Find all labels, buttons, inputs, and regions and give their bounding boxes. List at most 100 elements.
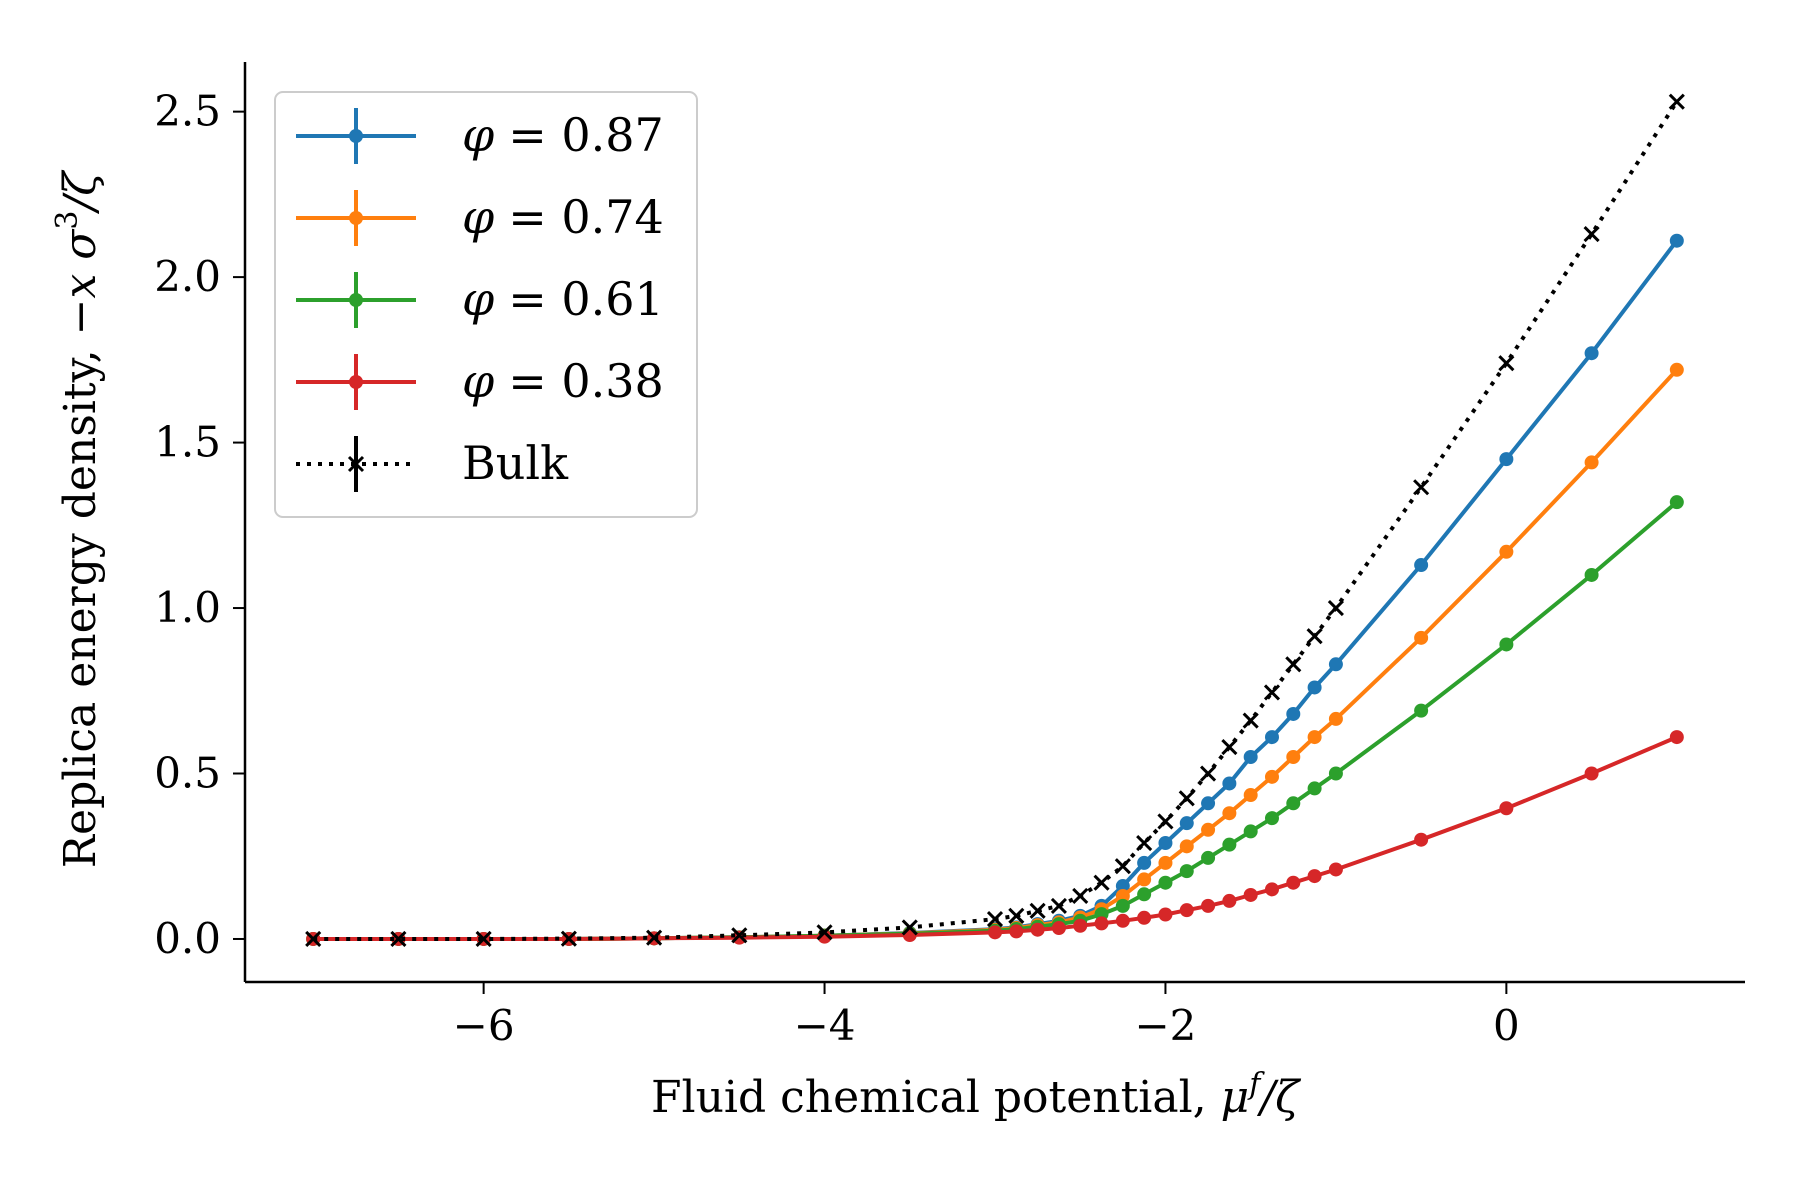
legend-label: φ = 0.74: [462, 190, 664, 244]
data-point-bulk: [1157, 813, 1174, 830]
data-point-phi-038: [1264, 882, 1279, 897]
data-point-phi-038: [1158, 907, 1173, 922]
legend-marker: [349, 211, 363, 225]
data-point-bulk: [1285, 656, 1302, 673]
data-point-phi-038: [1499, 801, 1514, 816]
data-point-phi-087: [1158, 836, 1173, 851]
legend-entry-phi-087: φ = 0.87: [296, 108, 664, 164]
data-point-phi-038: [1243, 887, 1258, 902]
y-tick-label: 2.0: [154, 252, 221, 301]
x-marker-stroke: [1242, 712, 1259, 729]
data-point-bulk: [390, 930, 407, 948]
legend-frame: [274, 91, 698, 518]
x-marker-stroke: [1157, 813, 1174, 830]
data-point-bulk: [305, 930, 322, 948]
data-point-phi-038: [732, 930, 747, 945]
data-point-phi-074: [1243, 788, 1258, 803]
data-point-bulk: [1029, 902, 1046, 919]
legend-marker: [349, 375, 363, 389]
data-point-phi-061: [1115, 898, 1130, 913]
data-point-phi-087: [1414, 558, 1429, 573]
data-point-phi-038: [1222, 893, 1237, 908]
axes-layer: −6 −4 −2 0 0.0 0.5 1.0 1.5 2.0 2.5: [154, 62, 1745, 1050]
data-point-bulk: [1306, 628, 1323, 645]
data-point-phi-061: [1499, 637, 1514, 652]
x-tick-label: −4: [794, 1001, 856, 1050]
legend-phi-value: = 0.61: [508, 272, 664, 326]
data-point-phi-087: [1307, 680, 1322, 695]
legend-entry-bulk: Bulk: [296, 436, 569, 492]
data-point-phi-038: [1307, 869, 1322, 884]
legend-marker: [349, 129, 363, 143]
data-point-bulk: [986, 911, 1004, 928]
series-bulk: [305, 93, 1685, 948]
data-point-phi-061: [1158, 875, 1173, 890]
data-point-phi-074: [1264, 769, 1279, 784]
data-point-phi-038: [1328, 862, 1343, 877]
x-marker-stroke: [475, 930, 492, 948]
data-point-phi-074: [1307, 730, 1322, 745]
data-point-bulk: [731, 927, 748, 944]
data-point-phi-061: [1137, 887, 1152, 902]
series-layer: [305, 93, 1685, 948]
data-point-phi-038: [1115, 913, 1130, 928]
x-marker-stroke: [1200, 765, 1217, 782]
x-marker-stroke: [1072, 887, 1089, 905]
data-point-phi-038: [1584, 766, 1599, 781]
x-marker-stroke: [1114, 858, 1131, 875]
x-marker-stroke: [390, 930, 407, 948]
x-marker-stroke: [1285, 656, 1302, 673]
svg-text:Fluid chemical potential, μf/ζ: Fluid chemical potential, μf/ζ: [651, 1067, 1302, 1123]
data-point-phi-087: [1328, 657, 1343, 672]
data-point-phi-074: [1669, 362, 1684, 377]
data-point-phi-038: [1137, 910, 1152, 925]
data-point-bulk: [1114, 858, 1131, 875]
data-point-phi-061: [1243, 824, 1258, 839]
data-point-phi-074: [1328, 711, 1343, 726]
data-point-phi-038: [1009, 924, 1024, 939]
x-marker-stroke: [646, 929, 663, 946]
data-point-phi-074: [1584, 455, 1599, 470]
x-marker-stroke: [1029, 902, 1046, 919]
x-marker-stroke: [560, 930, 577, 947]
data-point-phi-061: [1179, 864, 1194, 879]
data-point-phi-038: [1094, 916, 1109, 931]
data-point-phi-087: [1499, 452, 1514, 467]
data-point-phi-087: [1201, 796, 1216, 811]
data-point-bulk: [1583, 226, 1600, 243]
data-point-bulk: [816, 924, 833, 941]
x-marker-stroke: [1221, 738, 1238, 756]
data-point-phi-061: [1414, 703, 1429, 718]
legend-label: φ = 0.38: [462, 354, 664, 408]
data-point-bulk: [1178, 790, 1195, 807]
x-marker-stroke: [1306, 628, 1323, 645]
x-marker-stroke: [1263, 684, 1281, 701]
x-tick-label: −6: [453, 1001, 515, 1050]
data-point-bulk: [560, 930, 577, 947]
data-point-phi-061: [1328, 766, 1343, 781]
legend-phi-value: = 0.74: [508, 190, 664, 244]
data-point-phi-038: [1201, 898, 1216, 913]
y-tick-label: 0.0: [154, 914, 221, 963]
data-point-phi-087: [1264, 730, 1279, 745]
x-marker-stroke: [1178, 790, 1195, 807]
x-marker-stroke: [986, 911, 1004, 928]
legend-label-text: Bulk: [462, 436, 569, 490]
x-marker-stroke: [1136, 834, 1153, 852]
data-point-phi-061: [1669, 495, 1684, 510]
x-marker-stroke: [1668, 93, 1685, 110]
x-marker-stroke: [1050, 897, 1067, 914]
data-point-bulk: [1200, 765, 1217, 782]
data-point-phi-087: [1243, 749, 1258, 764]
data-point-phi-038: [1414, 832, 1429, 847]
y-tick-label: 1.5: [154, 418, 221, 467]
data-point-phi-061: [1307, 781, 1322, 796]
data-point-phi-074: [1137, 872, 1152, 887]
legend-entry-phi-074: φ = 0.74: [296, 190, 664, 246]
data-point-phi-061: [1264, 811, 1279, 826]
data-point-phi-061: [1201, 850, 1216, 865]
x-marker-stroke: [1093, 874, 1110, 891]
x-marker-stroke: [1008, 907, 1025, 924]
